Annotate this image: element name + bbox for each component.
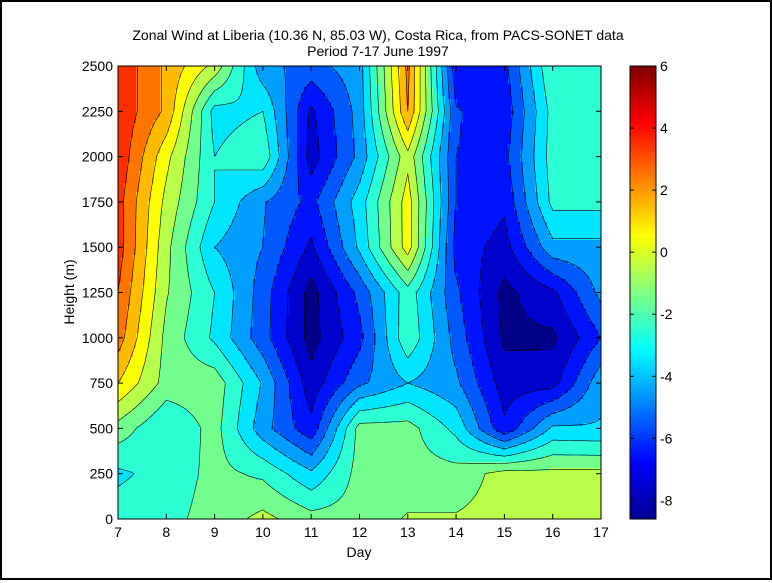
chart-title: Zonal Wind at Liberia (10.36 N, 85.03 W)… [132,27,623,43]
contour-field [118,66,602,520]
chart-subtitle: Period 7-17 June 1997 [307,43,449,59]
